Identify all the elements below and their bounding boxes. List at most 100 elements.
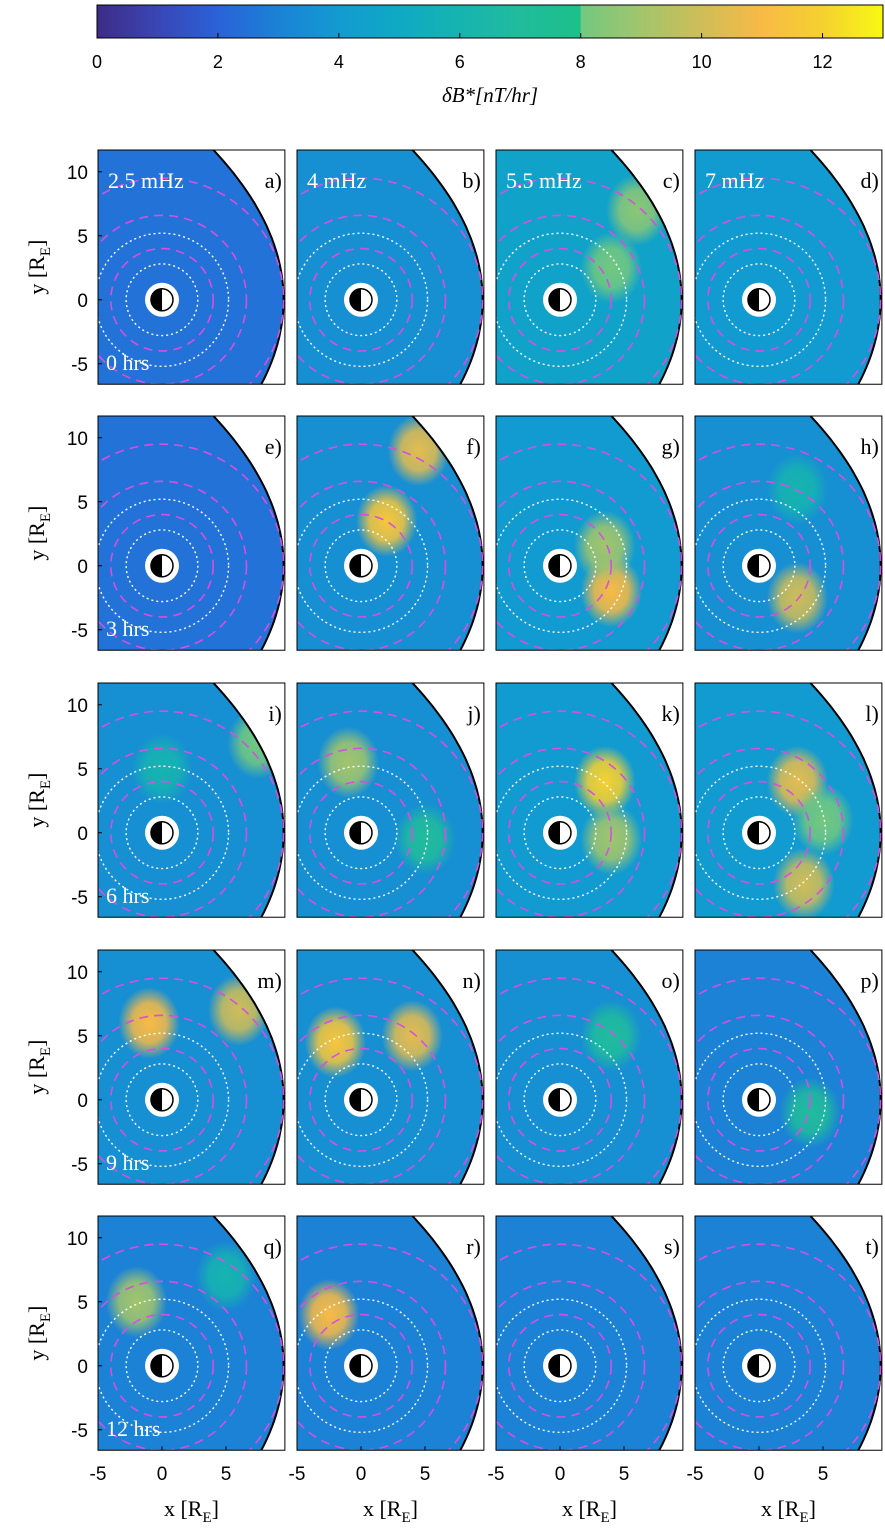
dashed-contour [706, 247, 811, 352]
dashed-contour [98, 1014, 248, 1185]
panel-frame [97, 1215, 286, 1451]
outside-region [213, 950, 285, 1185]
x-axis-label: x [RE] [164, 1496, 219, 1526]
dotted-contour [496, 765, 628, 900]
dashed-contour [308, 1047, 413, 1152]
panel-frame [296, 415, 485, 651]
panel-label: o) [662, 968, 680, 993]
dotted-contour [125, 263, 199, 337]
hotspot [195, 1240, 257, 1313]
panel [98, 950, 285, 1185]
colorbar-tick-label: 10 [692, 52, 712, 72]
dashed-contour [496, 710, 683, 918]
hotspot [131, 732, 193, 805]
frequency-label: 5.5 mHz [506, 168, 582, 193]
outside-region [412, 150, 484, 385]
x-tick-label: 5 [420, 1464, 431, 1485]
y-tick-label: -5 [71, 888, 88, 909]
earth-night [748, 288, 759, 311]
time-label: 12 hrs [106, 1416, 160, 1441]
outside-region [810, 416, 882, 651]
dashed-contour [695, 1014, 845, 1185]
x-tick-label: -5 [488, 1464, 505, 1485]
magnetopause [610, 683, 683, 918]
dashed-contour [706, 1047, 811, 1152]
earth-night [549, 1354, 560, 1377]
dashed-contour [496, 747, 646, 918]
panel-frame [97, 415, 286, 651]
outside-region [213, 683, 285, 918]
magnetopause [212, 150, 285, 385]
panel [695, 683, 882, 918]
panel [98, 150, 285, 385]
colorbar-label: δB*[nT/hr] [442, 83, 538, 107]
outside-region [213, 150, 285, 385]
earth-night [748, 821, 759, 844]
panel [496, 416, 683, 651]
y-tick-label: 10 [67, 1229, 88, 1250]
panel-frame [97, 682, 286, 918]
y-tick-label: -5 [71, 621, 88, 642]
dotted-contour [523, 1063, 597, 1137]
hotspot [792, 784, 854, 856]
dashed-contour [695, 710, 882, 918]
dotted-contour [324, 1329, 398, 1403]
y-tick-label: -5 [71, 355, 88, 376]
outside-region [213, 416, 285, 651]
outside-region [810, 150, 882, 385]
magnetopause [411, 683, 484, 918]
dotted-contour [297, 232, 429, 367]
earth-night [350, 1088, 361, 1111]
x-tick-label: -5 [289, 1464, 306, 1485]
panel-label: f) [466, 434, 481, 459]
dotted-contour [695, 765, 827, 900]
hotspot [766, 453, 829, 525]
panel-label: i) [268, 701, 281, 726]
panel [297, 416, 484, 651]
dashed-contour [706, 1313, 811, 1418]
time-label: 9 hrs [106, 1150, 149, 1175]
panel-label: q) [264, 1234, 282, 1259]
panel [98, 683, 285, 918]
outside-region [810, 1216, 882, 1451]
panel [496, 1216, 683, 1451]
dashed-contour [695, 214, 845, 385]
dashed-contour [98, 177, 285, 385]
panel [98, 416, 285, 651]
outside-region [611, 950, 683, 1185]
dashed-contour [110, 1047, 215, 1152]
outside-region [213, 1216, 285, 1451]
hotspot [304, 1006, 367, 1078]
hotspot [574, 510, 636, 583]
dashed-contour [110, 247, 215, 352]
hotspot [298, 1278, 360, 1351]
outside-region [611, 683, 683, 918]
x-tick-label: -5 [687, 1464, 704, 1485]
dashed-contour [507, 1313, 612, 1418]
dashed-contour [297, 1243, 484, 1451]
colorbar-tick-label: 0 [92, 52, 102, 72]
earth-night [350, 554, 361, 577]
earth-night [151, 1354, 162, 1377]
panel-label: g) [662, 434, 680, 459]
panel [695, 150, 882, 385]
dashed-contour [110, 1313, 215, 1418]
y-tick-label: 0 [77, 1357, 88, 1378]
dashed-contour [297, 480, 447, 651]
dashed-contour [297, 747, 447, 918]
dashed-contour [98, 443, 285, 651]
x-tick-label: 0 [356, 1464, 367, 1485]
panel-frame [296, 149, 485, 385]
dotted-contour [98, 765, 230, 900]
y-tick-label: 0 [77, 291, 88, 312]
panel-label: h) [861, 434, 879, 459]
outside-region [412, 950, 484, 1185]
panel [496, 150, 683, 385]
dashed-contour [695, 1280, 845, 1451]
y-axis-label: y [RE] [24, 506, 54, 561]
dotted-contour [125, 1329, 199, 1403]
x-axis-label: x [RE] [562, 1496, 617, 1526]
dashed-contour [308, 780, 413, 885]
panel [695, 416, 882, 651]
x-tick-label: 5 [818, 1464, 829, 1485]
